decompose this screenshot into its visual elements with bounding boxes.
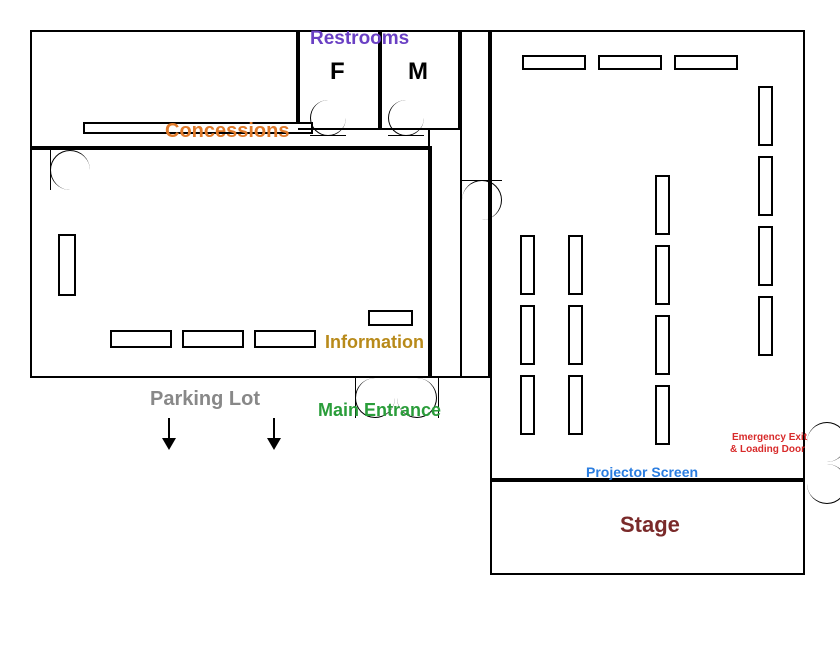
label-emergency: Emergency Exit: [732, 432, 807, 443]
table-15: [568, 235, 583, 295]
thick-wall-0: [30, 146, 430, 150]
door-2a: [807, 422, 840, 462]
table-2: [182, 330, 244, 348]
table-8: [758, 86, 773, 146]
inner-4: [432, 376, 490, 378]
label-restrooms: Restrooms: [310, 28, 409, 50]
label-stage: Stage: [620, 512, 680, 538]
table-9: [758, 156, 773, 216]
table-5: [522, 55, 586, 70]
label-restroom_f: F: [330, 58, 345, 86]
table-4: [368, 310, 413, 326]
label-main_entrance: Main Entrance: [318, 400, 441, 421]
door-5: [388, 100, 424, 136]
table-16: [568, 305, 583, 365]
inner-1: [430, 223, 432, 378]
door-2b: [807, 464, 840, 504]
table-0: [58, 234, 76, 296]
label-concessions: Concessions: [165, 120, 289, 143]
table-1: [110, 330, 172, 348]
table-14: [520, 375, 535, 435]
label-projector: Projector Screen: [586, 464, 698, 480]
arrow-head-0: [162, 438, 176, 450]
table-18: [655, 175, 670, 235]
table-20: [655, 315, 670, 375]
arrow-stem-1: [273, 418, 275, 440]
table-6: [598, 55, 662, 70]
door-leaf-3: [50, 150, 51, 190]
label-parking_lot: Parking Lot: [150, 388, 260, 411]
thick-wall-2: [296, 30, 300, 130]
door-3: [50, 150, 90, 190]
door-leaf-5: [388, 135, 424, 136]
table-3: [254, 330, 316, 348]
table-17: [568, 375, 583, 435]
door-leaf-4: [310, 135, 346, 136]
table-21: [655, 385, 670, 445]
table-7: [674, 55, 738, 70]
table-11: [758, 296, 773, 356]
door-leaf-0: [462, 180, 502, 181]
arrow-stem-0: [168, 418, 170, 440]
label-information: Information: [325, 332, 424, 353]
inner-3: [490, 30, 492, 100]
label-restroom_m: M: [408, 58, 428, 86]
floorplan-canvas: Restrooms F M Concessions Information Parking…: [0, 0, 840, 648]
arrow-head-1: [267, 438, 281, 450]
table-12: [520, 235, 535, 295]
table-13: [520, 305, 535, 365]
table-19: [655, 245, 670, 305]
label-emergency2: & Loading Door: [730, 444, 805, 455]
door-4: [310, 100, 346, 136]
door-0: [462, 180, 502, 220]
table-10: [758, 226, 773, 286]
